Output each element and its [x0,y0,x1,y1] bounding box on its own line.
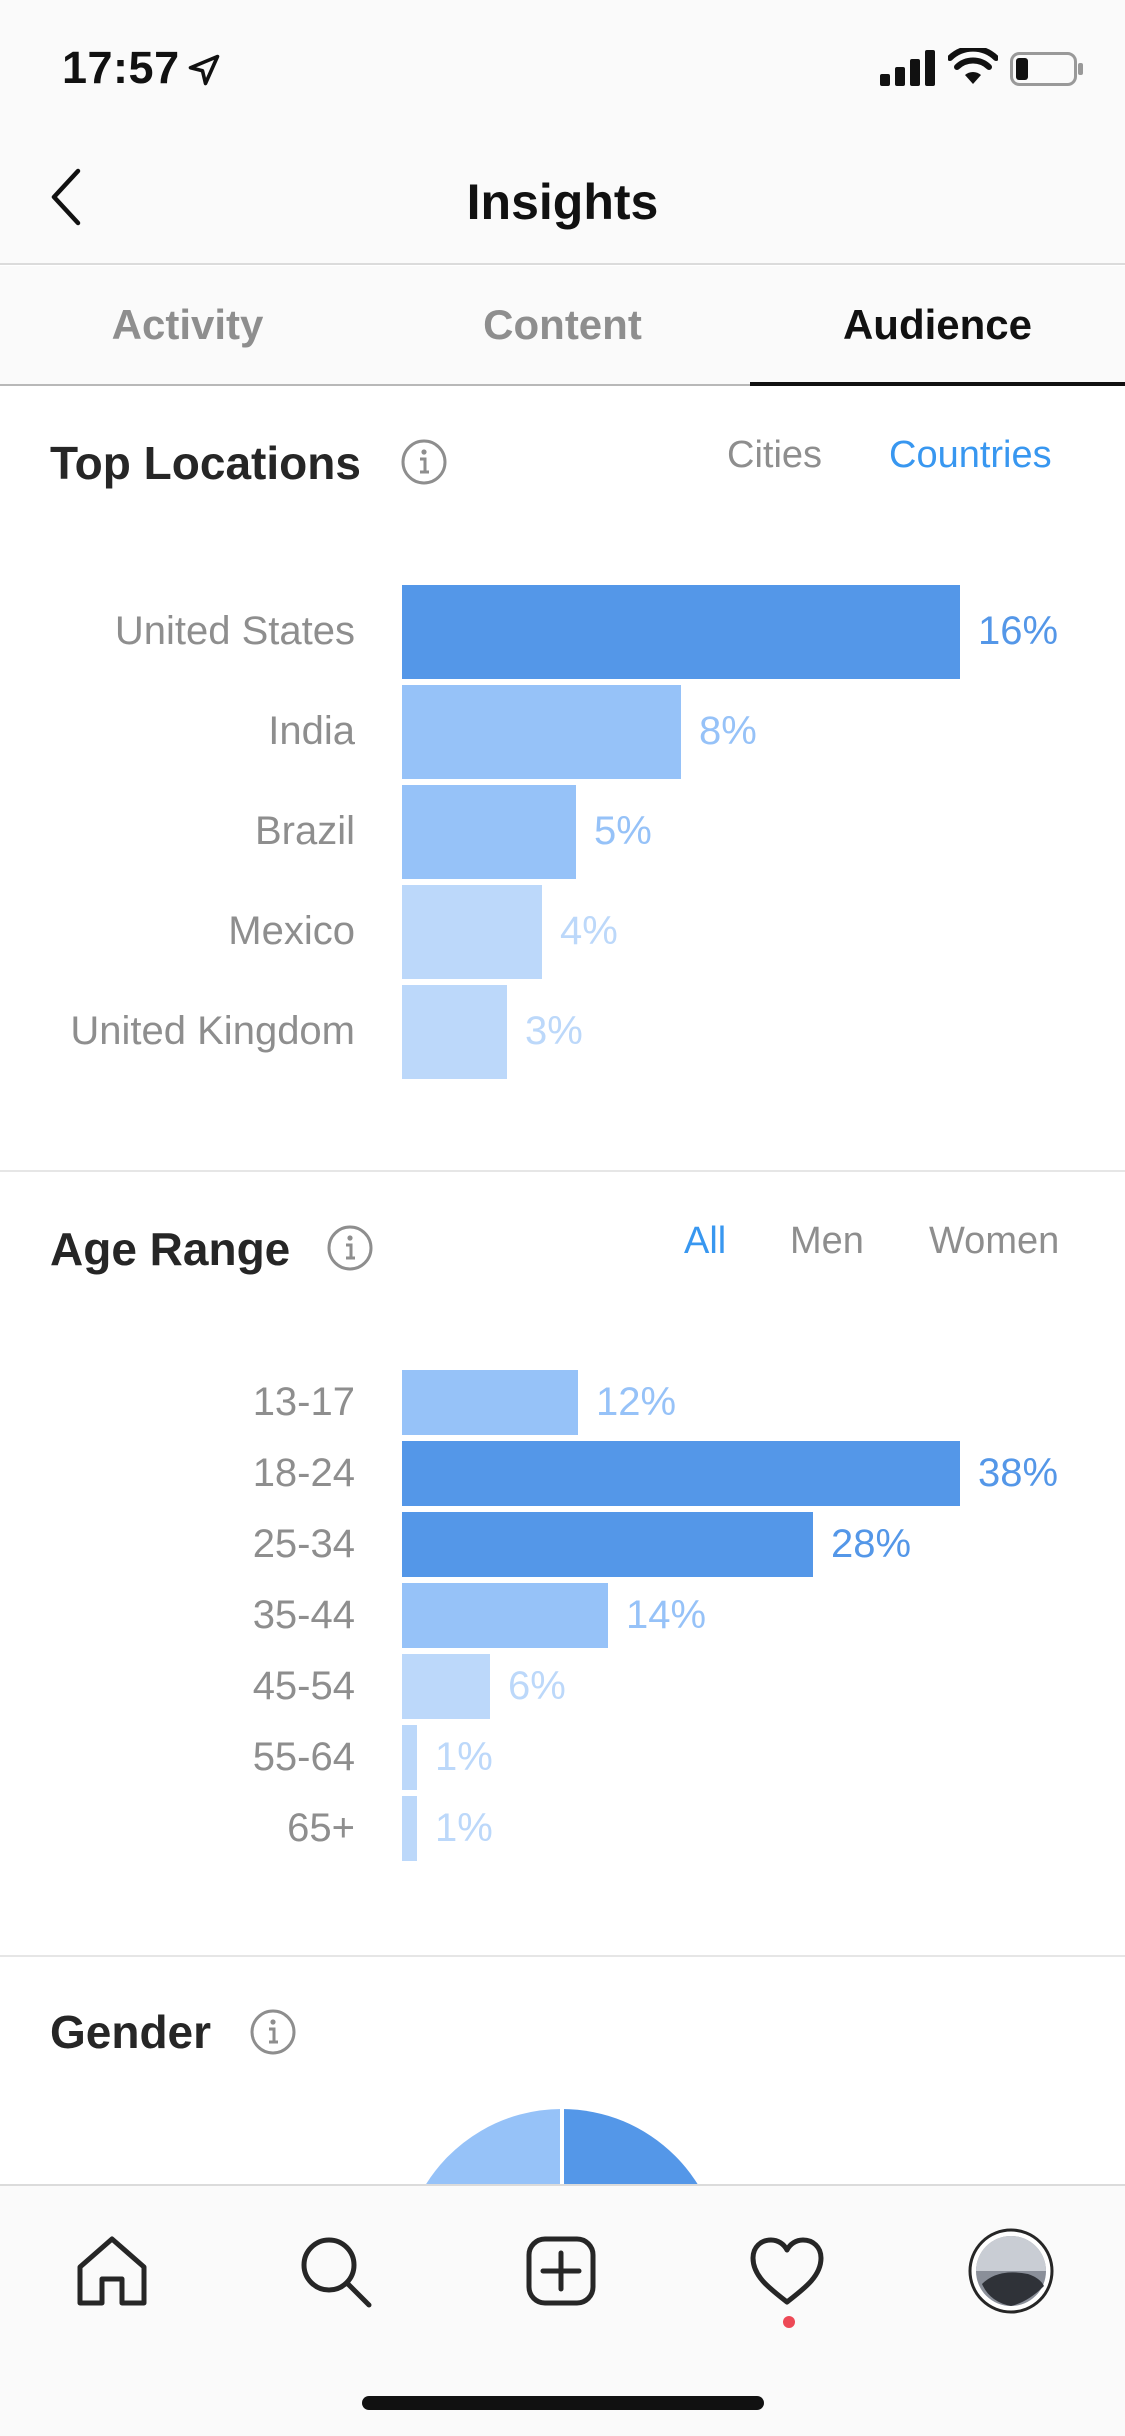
notification-dot [783,2316,795,2328]
bar-label: India [268,709,355,753]
bar-value-label: 14% [626,1592,707,1637]
bar-label: 25-34 [252,1521,355,1566]
bar [402,1725,417,1790]
bar-value-label: 38% [978,1450,1059,1495]
bar-value-label: 3% [525,1009,583,1053]
bar-value-label: 5% [594,809,652,853]
bar [402,885,542,979]
home-indicator [362,2396,764,2410]
bar-value-label: 16% [978,609,1059,653]
insights-tabs: Activity Content Audience [0,266,1125,386]
filter-countries[interactable]: Countries [889,434,1052,476]
bar-label: United Kingdom [70,1009,355,1053]
bar-value-label: 12% [596,1379,677,1424]
bar [402,1583,608,1648]
age-range-title: Age Range [50,1223,291,1275]
top-locations-title: Top Locations [50,437,361,489]
filter-all[interactable]: All [684,1220,727,1262]
section-divider [0,1170,1125,1172]
info-icon[interactable] [326,1224,374,1272]
bar-row: 13-17 12% [0,1370,1125,1435]
location-arrow-icon [188,54,220,86]
bar-row: 65+ 1% [0,1796,1125,1861]
filter-cities[interactable]: Cities [727,434,823,476]
bar [402,585,960,679]
bar [402,1654,490,1719]
bar-label: 65+ [287,1805,355,1850]
tab-audience[interactable]: Audience [750,266,1125,386]
bar [402,1441,960,1506]
filter-men[interactable]: Men [790,1220,864,1262]
info-icon[interactable] [249,2008,297,2056]
back-button[interactable] [36,157,96,237]
bar-label: United States [114,609,355,653]
gender-section: Gender [0,1957,1125,2184]
bar-value-label: 1% [435,1805,493,1850]
pie-slice-dark [562,2109,698,2184]
info-icon[interactable] [400,438,448,486]
bar-label: 45-54 [252,1663,355,1708]
profile-tab[interactable] [966,2226,1056,2316]
add-post-icon [526,2236,596,2306]
bar-value-label: 1% [435,1734,493,1779]
bar-value-label: 6% [508,1663,566,1708]
bottom-tab-bar [0,2184,1125,2436]
tab-content[interactable]: Content [483,301,642,348]
activity-tab[interactable] [742,2226,832,2316]
bar-row: Brazil 5% [0,785,1125,879]
bar-row: 25-34 28% [0,1512,1125,1577]
bar [402,1512,813,1577]
bar-value-label: 28% [831,1521,912,1566]
bar-row: 18-24 38% [0,1441,1125,1506]
bar-value-label: 4% [560,909,618,953]
bar [402,685,681,779]
bar-label: 55-64 [252,1734,355,1779]
status-bar: 17:57 [0,0,1125,135]
search-tab[interactable] [290,2226,380,2316]
bar-label: 13-17 [252,1379,355,1424]
top-locations-section: Top Locations Cities Countries United St… [0,388,1125,1170]
bar-value-label: 8% [699,709,757,753]
home-tab[interactable] [67,2226,157,2316]
bar-row: India 8% [0,685,1125,779]
heart-icon [750,2237,824,2305]
profile-avatar [968,2228,1054,2314]
bar-label: 35-44 [252,1592,355,1637]
age-range-section: Age Range All Men Women 13-17 12% 18-24 38%… [0,1172,1125,1955]
bar [402,785,576,879]
bar-row: 45-54 6% [0,1654,1125,1719]
filter-women[interactable]: Women [929,1220,1060,1262]
page-title: Insights [466,174,659,230]
gender-pie-chart [426,2109,698,2184]
bar-row: Mexico 4% [0,885,1125,979]
navigation-header: Insights [0,135,1125,265]
battery-icon [1010,52,1083,86]
tab-activity[interactable]: Activity [111,301,264,348]
bar-label: Mexico [228,909,355,953]
bar-label: 18-24 [252,1450,355,1495]
bar-row: United States 16% [0,585,1125,679]
bar-row: United Kingdom 3% [0,985,1125,1079]
gender-title: Gender [50,2006,212,2058]
bar [402,985,507,1079]
bar-row: 35-44 14% [0,1583,1125,1648]
home-icon [77,2236,147,2306]
wifi-icon [948,48,998,84]
bar [402,1796,417,1861]
chevron-left-icon [51,168,81,226]
new-post-tab[interactable] [516,2226,606,2316]
section-divider [0,1955,1125,1957]
search-icon [301,2237,372,2308]
pie-slice-light [426,2109,562,2184]
bar-row: 55-64 1% [0,1725,1125,1790]
status-time: 17:57 [62,42,180,93]
cellular-signal-icon [880,50,935,86]
bar [402,1370,578,1435]
bar-label: Brazil [254,809,355,853]
